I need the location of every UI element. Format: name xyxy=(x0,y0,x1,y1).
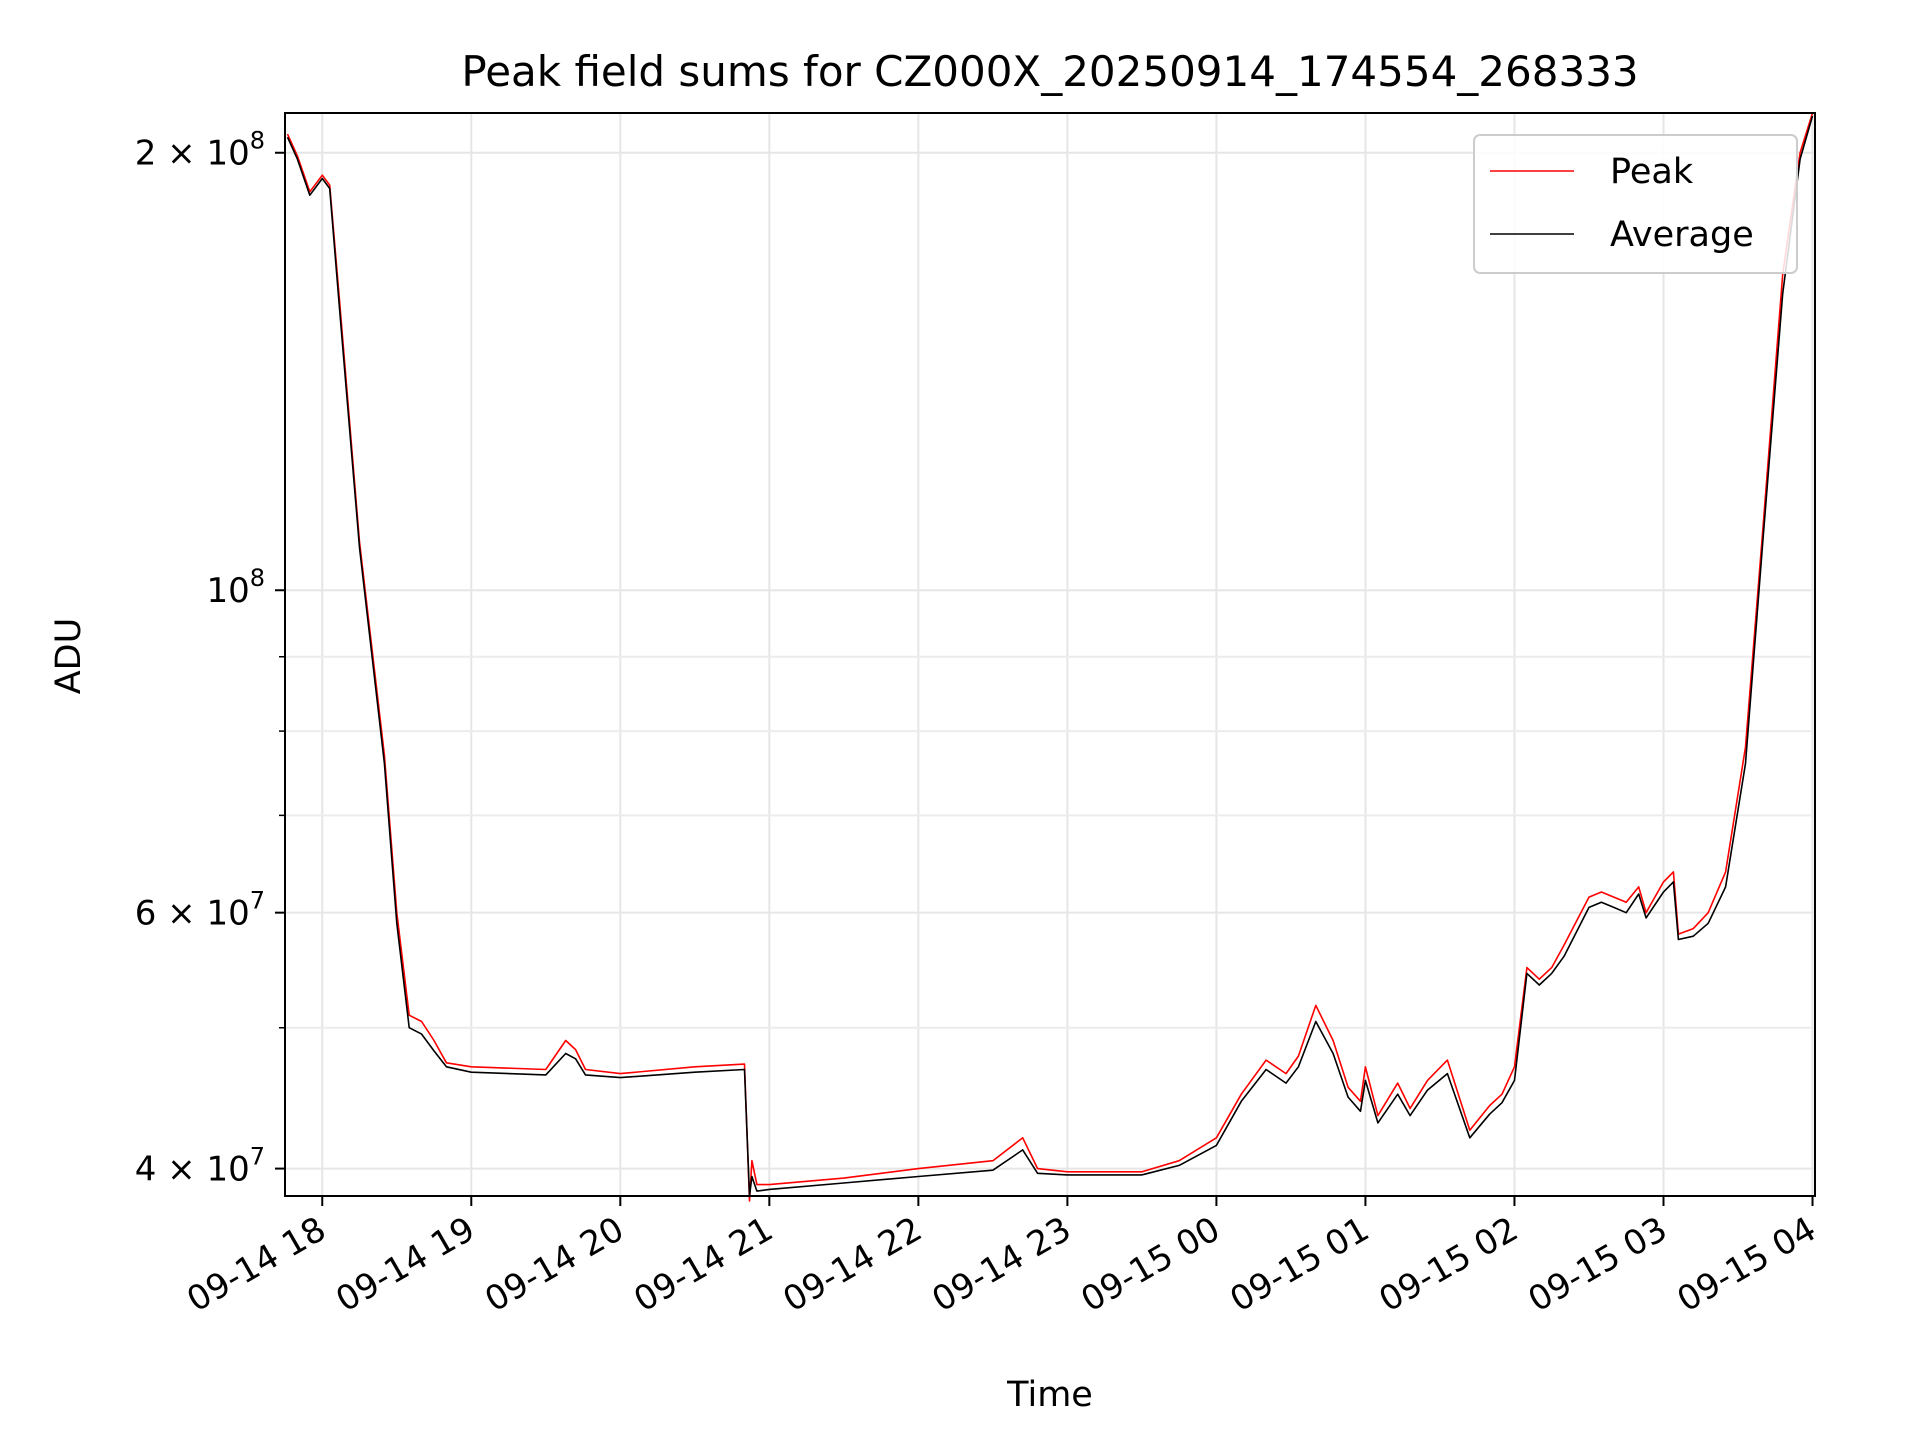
grid xyxy=(285,113,1815,1196)
series-layer xyxy=(286,112,1814,1202)
legend-peak-label: Peak xyxy=(1610,152,1694,192)
y-axis-label: ADU xyxy=(49,618,89,695)
y-tick-label: 108 xyxy=(206,564,265,611)
y-tick-label: 2 × 108 xyxy=(135,127,265,174)
legend-average-label: Average xyxy=(1610,215,1754,255)
series-line-peak xyxy=(286,112,1814,1202)
chart-title: Peak field sums for CZ000X_20250914_1745… xyxy=(461,47,1638,96)
series-line-average xyxy=(286,115,1814,1197)
legend-box xyxy=(1473,134,1798,274)
legend: Peak Average xyxy=(1473,134,1798,274)
y-tick-label: 4 × 107 xyxy=(135,1143,265,1190)
y-tick-label: 6 × 107 xyxy=(135,887,265,934)
x-axis-label: Time xyxy=(1006,1375,1093,1415)
plot-frame xyxy=(284,112,1816,1197)
y-axis: 4 × 107 6 × 107 108 2 × 108 xyxy=(135,127,285,1190)
